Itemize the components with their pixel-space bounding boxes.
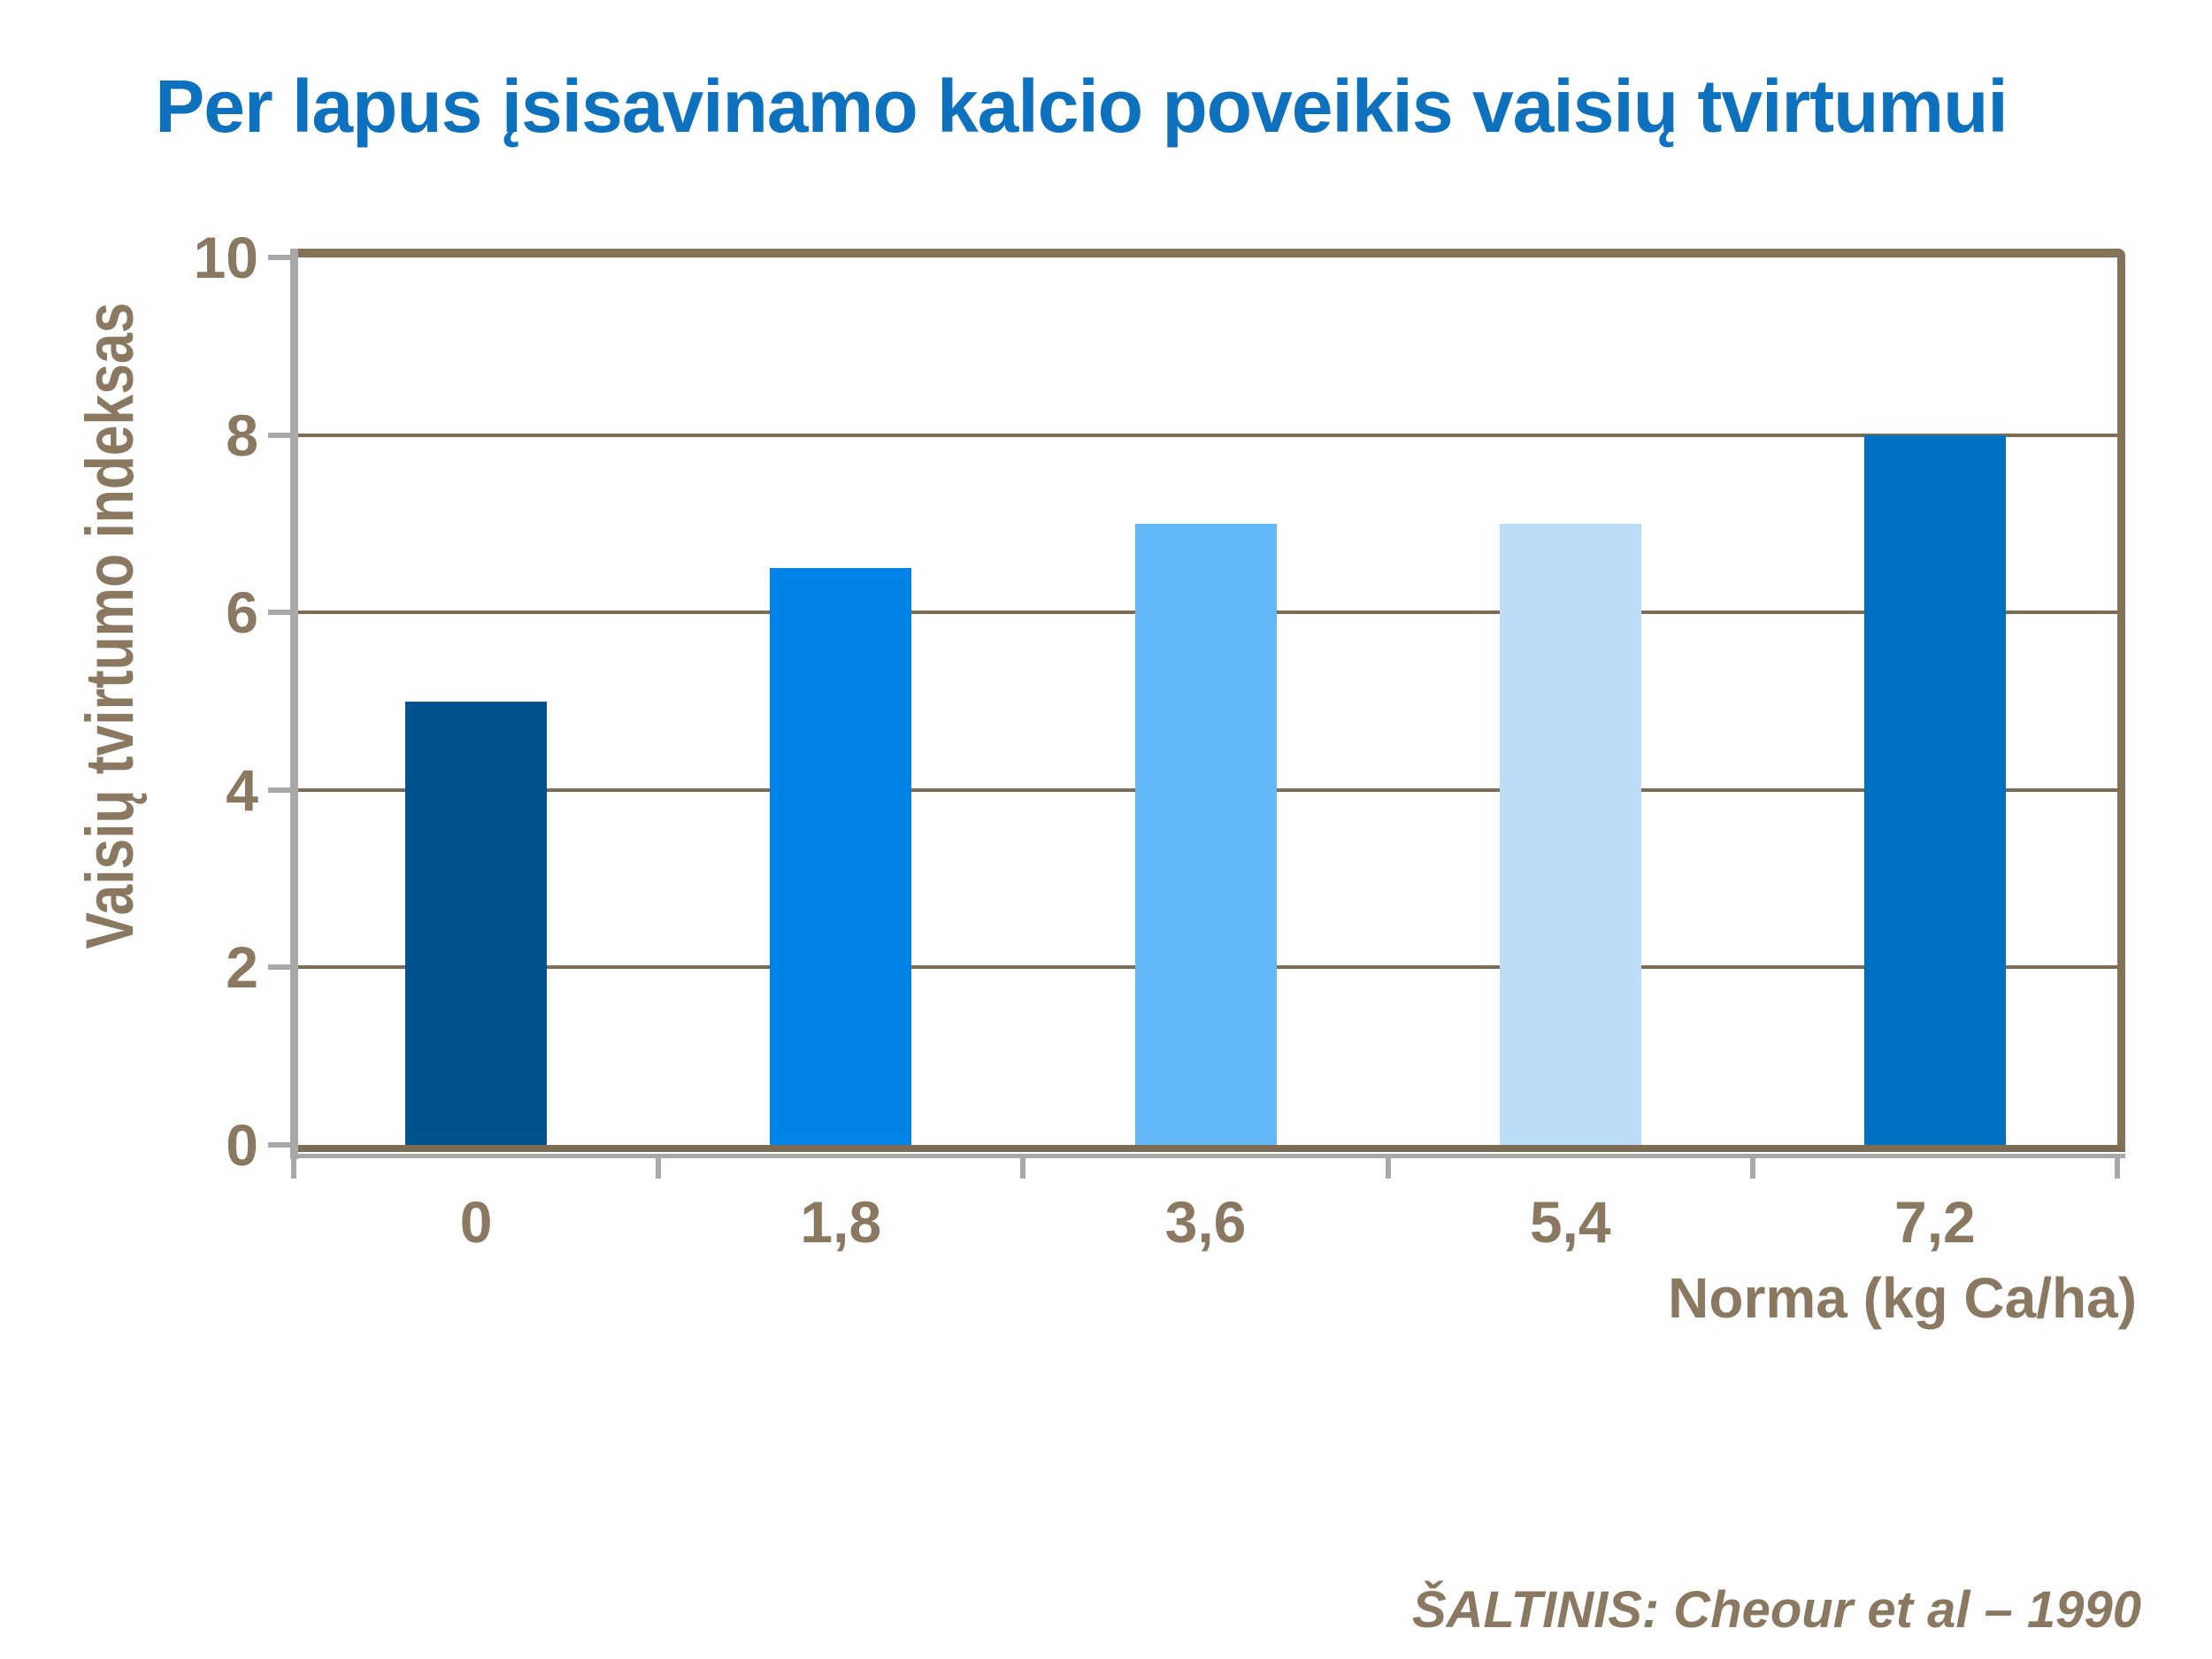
bar-3,6: [1134, 523, 1277, 1145]
y-tick-6: [268, 610, 297, 616]
y-tick-4: [268, 787, 297, 793]
y-tick-label-4: 4: [226, 757, 258, 823]
y-tick-label-0: 0: [226, 1112, 258, 1178]
x-tick-label-7,2: 7,2: [1894, 1189, 1976, 1255]
x-tick-5: [2115, 1156, 2120, 1179]
y-tick-8: [268, 432, 297, 438]
bar-7,2: [1863, 434, 2006, 1145]
y-tick-2: [268, 964, 297, 971]
plot-area: [294, 249, 2125, 1152]
bar-1,8: [770, 568, 912, 1145]
x-tick-label-3,6: 3,6: [1164, 1189, 1247, 1255]
y-tick-label-10: 10: [193, 225, 258, 290]
x-axis-line: [294, 1154, 2125, 1158]
bar-0: [405, 701, 548, 1145]
x-tick-1: [656, 1156, 662, 1179]
y-tick-10: [268, 255, 297, 260]
bar-5,4: [1499, 523, 1641, 1145]
x-axis-title: Norma (kg Ca/ha): [1668, 1266, 2137, 1330]
x-tick-0: [291, 1156, 296, 1179]
gridline-y8: [294, 433, 2117, 437]
x-tick-2: [1020, 1156, 1026, 1179]
y-tick-label-2: 2: [226, 934, 258, 1001]
x-tick-label-1,8: 1,8: [800, 1189, 882, 1255]
x-tick-label-0: 0: [459, 1189, 493, 1255]
x-tick-4: [1749, 1156, 1755, 1179]
y-tick-label-8: 8: [226, 402, 258, 468]
y-tick-0: [268, 1142, 297, 1148]
y-axis-line: [290, 249, 298, 1159]
source-citation: ŠALTINIS: Cheour et al – 1990: [1411, 1581, 2141, 1639]
y-tick-label-6: 6: [226, 580, 258, 646]
chart-title: Per lapus įsisavinamo kalcio poveikis va…: [155, 65, 2008, 148]
x-tick-label-5,4: 5,4: [1529, 1189, 1611, 1255]
x-tick-3: [1385, 1156, 1391, 1179]
